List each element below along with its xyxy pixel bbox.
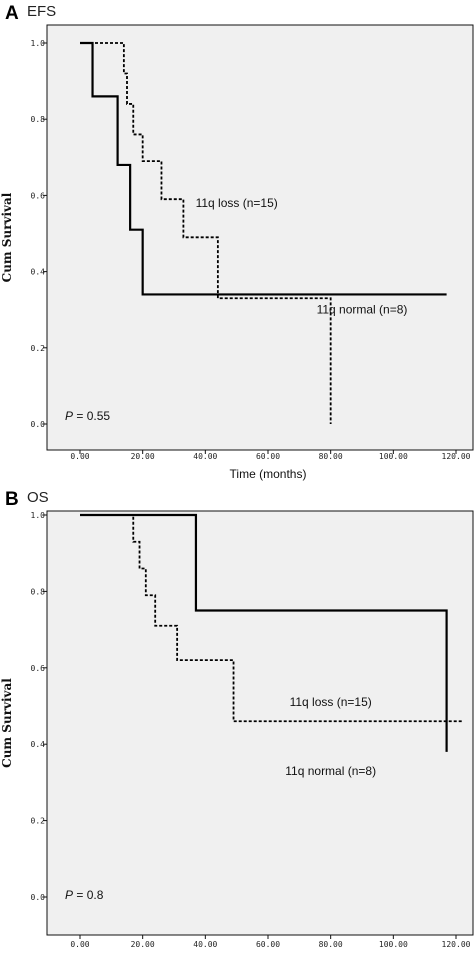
x-axis-label: Time (months) <box>230 467 307 481</box>
y-tick-label: 0.2 <box>31 817 46 826</box>
x-tick-label: 0.00 <box>70 452 89 461</box>
x-tick-label: 40.00 <box>193 452 217 461</box>
y-tick-label: 0.0 <box>31 420 46 429</box>
x-tick-label: 80.00 <box>319 940 343 949</box>
series-line-normal <box>80 513 448 752</box>
x-tick-label: 80.00 <box>319 452 343 461</box>
os-chart: B OS 0.00 20.00 40.00 60.00 80.00 100.00 120.00 0… <box>0 489 474 956</box>
panel-efs: A EFS 0.00 20.00 40.00 60.00 80.00 100.00 120.00… <box>0 3 474 481</box>
y-tick-label: 0.6 <box>31 191 46 200</box>
x-tick-label: 120.00 <box>442 452 471 461</box>
x-tick-label: 60.00 <box>256 452 280 461</box>
y-tick-label: 0.2 <box>31 344 46 353</box>
panel-letter: B <box>5 489 19 510</box>
y-tick-label: 0.8 <box>31 115 46 124</box>
y-tick-label: 1.0 <box>31 511 46 520</box>
efs-chart: A EFS 0.00 20.00 40.00 60.00 80.00 100.00 120.00… <box>0 3 474 481</box>
p-value: P = 0.8 <box>65 888 104 902</box>
x-tick-label: 40.00 <box>193 940 217 949</box>
series-line-normal <box>80 41 447 296</box>
series-annotation: 11q normal (n=8) <box>317 303 408 317</box>
y-tick-label: 1.0 <box>31 39 46 48</box>
x-tick-label: 120.00 <box>442 940 471 949</box>
panel-os: B OS 0.00 20.00 40.00 60.00 80.00 100.00 120.00 0… <box>0 486 475 956</box>
x-tick-label: 100.00 <box>379 452 408 461</box>
x-tick-label: 20.00 <box>131 940 155 949</box>
p-value: P = 0.55 <box>65 409 110 423</box>
plot-area <box>46 24 474 451</box>
y-axis-label: Cum Survival <box>0 678 14 768</box>
series-annotation: 11q normal (n=8) <box>285 764 376 778</box>
y-tick-label: 0.4 <box>31 740 46 749</box>
chart-title: OS <box>27 489 49 506</box>
panel-letter: A <box>5 3 19 24</box>
x-tick-label: 60.00 <box>256 940 280 949</box>
x-tick-label: 20.00 <box>131 452 155 461</box>
y-axis-label: Cum Survival <box>0 192 14 282</box>
x-tick-label: 0.00 <box>70 940 89 949</box>
series-annotation: 11q loss (n=15) <box>290 695 372 709</box>
series-annotation: 11q loss (n=15) <box>196 196 278 210</box>
y-tick-label: 0.4 <box>31 268 46 277</box>
y-tick-label: 0.6 <box>31 664 46 673</box>
chart-title: EFS <box>27 3 56 20</box>
x-axis-label: Time (months) <box>230 954 307 956</box>
y-tick-label: 0.8 <box>31 587 46 596</box>
series-line-loss <box>80 42 332 424</box>
y-tick-label: 0.0 <box>31 893 46 902</box>
x-tick-label: 100.00 <box>379 940 408 949</box>
series-line-loss <box>80 514 463 723</box>
plot-area <box>46 510 474 936</box>
